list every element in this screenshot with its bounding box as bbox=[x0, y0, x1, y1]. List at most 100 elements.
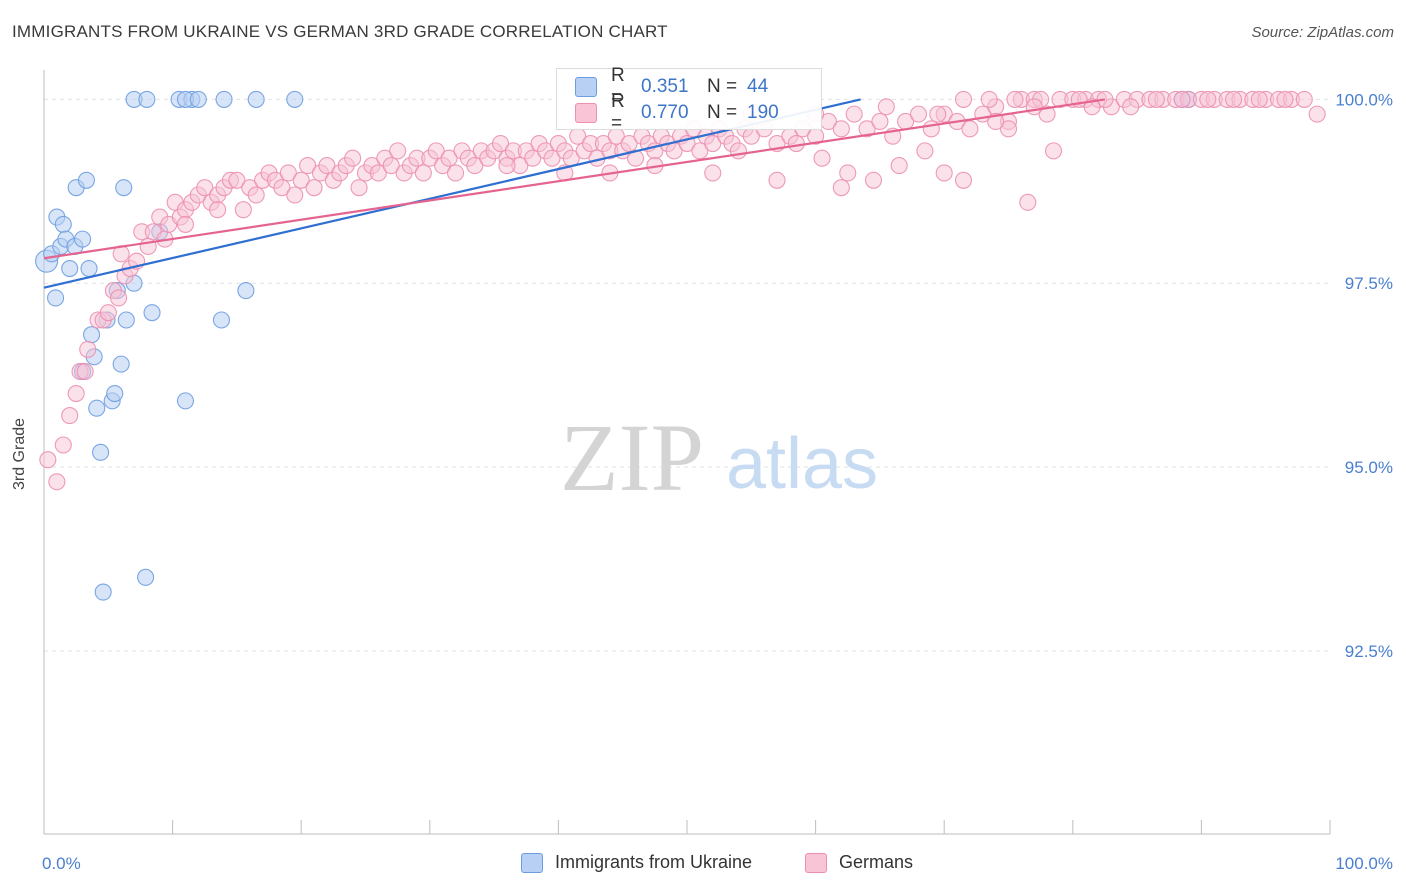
legend-r-label: R = bbox=[611, 91, 625, 134]
ukraine-point bbox=[106, 384, 124, 403]
germans-point bbox=[704, 134, 722, 153]
ukraine-point bbox=[137, 568, 155, 586]
germans-point bbox=[704, 164, 722, 182]
germans-point bbox=[1025, 98, 1043, 116]
germans-point bbox=[427, 142, 445, 160]
germans-point bbox=[839, 164, 857, 182]
ukraine-point bbox=[112, 355, 130, 373]
germans-point bbox=[961, 120, 979, 138]
ukraine-point bbox=[94, 583, 112, 601]
germans-point bbox=[498, 157, 516, 175]
germans-point bbox=[768, 171, 786, 189]
germans-point bbox=[54, 436, 72, 454]
germans-point bbox=[935, 164, 953, 182]
germans-point bbox=[1122, 98, 1140, 116]
legend-r-label: R = bbox=[611, 65, 625, 108]
y-tick-label: 92.5% bbox=[1345, 642, 1393, 661]
germans-point bbox=[1173, 90, 1191, 108]
germans-point bbox=[1276, 90, 1294, 108]
germans-point bbox=[832, 179, 850, 197]
germans-point bbox=[350, 179, 368, 197]
germans-point bbox=[813, 149, 831, 167]
x-tick-label: 0.0% bbox=[42, 854, 81, 873]
ukraine-point bbox=[54, 215, 72, 233]
germans-point bbox=[909, 105, 928, 123]
legend-r-value: 0.770 bbox=[641, 102, 689, 123]
germans-point bbox=[916, 142, 934, 160]
ukraine-point bbox=[212, 311, 231, 329]
ukraine-point bbox=[83, 326, 101, 344]
germans-point bbox=[999, 120, 1018, 138]
watermark-atlas: atlas bbox=[726, 424, 878, 504]
germans-point bbox=[39, 451, 57, 469]
source-credit: Source: ZipAtlas.com bbox=[1251, 24, 1394, 41]
germans-point bbox=[890, 157, 908, 175]
watermark-zip: ZIP bbox=[560, 404, 704, 511]
legend-swatch-ukraine bbox=[575, 77, 597, 97]
germans-point bbox=[292, 171, 310, 189]
germans-point bbox=[929, 105, 947, 123]
germans-point bbox=[414, 164, 432, 182]
trend-lines bbox=[43, 98, 1106, 289]
germans-point bbox=[99, 304, 117, 322]
germans-point bbox=[76, 362, 94, 381]
germans-point bbox=[864, 171, 883, 189]
tick-labels: 92.5% 95.0% 97.5% 100.0% 0.0% 100.0% bbox=[42, 90, 1393, 873]
ukraine-point bbox=[286, 90, 304, 108]
germans-point bbox=[980, 90, 998, 108]
germans-point bbox=[228, 171, 246, 189]
ukraine-point bbox=[61, 259, 79, 278]
ukraine-point bbox=[117, 311, 135, 329]
germans-point bbox=[1019, 193, 1037, 211]
germans-point bbox=[67, 384, 85, 403]
ukraine-point bbox=[247, 90, 265, 108]
germans-point bbox=[176, 215, 195, 233]
germans-point bbox=[440, 149, 458, 167]
germans-point bbox=[446, 164, 465, 182]
ukraine-point bbox=[80, 259, 98, 278]
germans-point bbox=[922, 120, 940, 138]
germans-point bbox=[305, 179, 323, 197]
germans-point bbox=[1147, 90, 1165, 108]
legend-n-value: 44 bbox=[747, 76, 769, 97]
ukraine-point bbox=[74, 230, 92, 248]
legend-row-germans: R = 0.770 N = 190 bbox=[575, 91, 779, 134]
ukraine-point bbox=[143, 304, 161, 322]
legend-item-ukraine[interactable]: Immigrants from Ukraine bbox=[521, 852, 752, 873]
ukraine-point bbox=[47, 289, 65, 307]
germans-point bbox=[196, 179, 214, 197]
legend-n-label: N = bbox=[707, 76, 738, 97]
germans-point bbox=[48, 473, 66, 491]
germans-point bbox=[466, 157, 484, 175]
ukraine-point bbox=[115, 179, 133, 197]
germans-point bbox=[273, 179, 291, 197]
germans-point bbox=[299, 157, 317, 175]
germans-point bbox=[382, 157, 400, 175]
legend-item-germans[interactable]: Germans bbox=[805, 852, 913, 873]
germans-point bbox=[1295, 90, 1313, 108]
germans-point bbox=[524, 149, 542, 167]
germans-point bbox=[858, 120, 876, 138]
ukraine-point bbox=[237, 282, 255, 300]
ukraine-point bbox=[77, 171, 95, 189]
germans-point bbox=[209, 201, 227, 219]
germans-point bbox=[286, 186, 304, 204]
germans-point bbox=[369, 164, 387, 182]
legend-swatch-germans bbox=[575, 103, 597, 123]
germans-point bbox=[729, 142, 747, 160]
germans-point bbox=[543, 149, 561, 167]
germans-point bbox=[1038, 105, 1056, 123]
chart-title: IMMIGRANTS FROM UKRAINE VS GERMAN 3RD GR… bbox=[12, 22, 668, 41]
ukraine-point bbox=[138, 90, 156, 108]
germans-point bbox=[871, 112, 889, 131]
germans-point bbox=[389, 142, 407, 160]
germans-point bbox=[832, 120, 850, 138]
germans-point bbox=[1006, 90, 1024, 108]
legend-row-ukraine: R = 0.351 N = 44 bbox=[575, 65, 769, 108]
ukraine-point bbox=[176, 392, 195, 410]
legend-label-ukraine: Immigrants from Ukraine bbox=[555, 852, 753, 872]
germans-point bbox=[1250, 90, 1268, 108]
germans-point bbox=[954, 171, 973, 189]
germans-point bbox=[61, 407, 79, 425]
